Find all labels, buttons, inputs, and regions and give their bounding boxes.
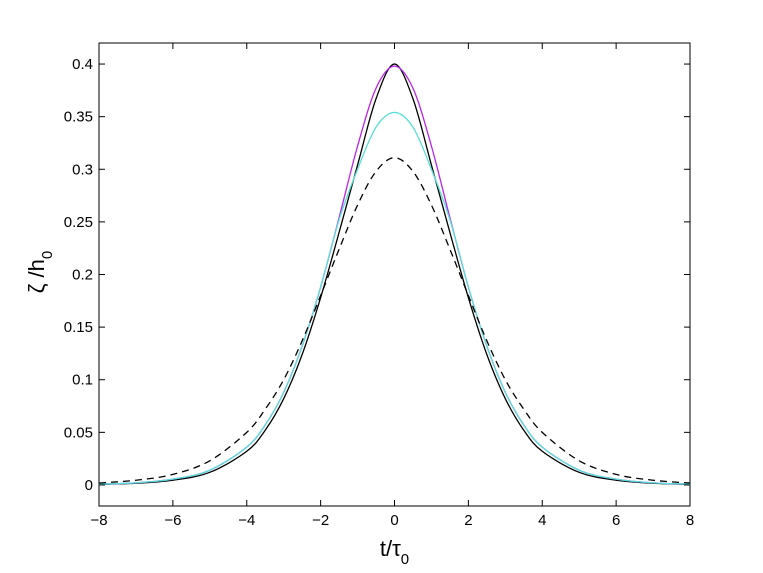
y-tick-label: 0.35: [64, 109, 93, 126]
x-tick-label: 2: [464, 512, 472, 529]
y-tick-label: 0: [85, 477, 93, 494]
x-tick-label: 8: [686, 512, 694, 529]
y-tick-label: 0.3: [72, 161, 93, 178]
x-tick-label: 4: [538, 512, 546, 529]
y-tick-label: 0.05: [64, 424, 93, 441]
x-axis-label: t/τ0: [380, 536, 409, 568]
x-tick-label: 0: [390, 512, 398, 529]
tick-layer: −8 −6 −4 −2 0 2 4 6 8 0 0.05 0.1 0.15 0.2 0.25 0.3 0.35 0…: [64, 43, 694, 529]
x-tick-label: −8: [90, 512, 107, 529]
y-tick-label: 0.4: [72, 56, 93, 73]
series-line-3: [98, 111, 691, 485]
plot-area: [98, 42, 691, 507]
x-tick-label: 6: [612, 512, 620, 529]
x-tick-label: −2: [312, 512, 329, 529]
x-tick-label: −4: [238, 512, 255, 529]
y-tick-label: 0.15: [64, 319, 93, 336]
y-tick-label: 0.25: [64, 214, 93, 231]
y-tick-label: 0.1: [72, 372, 93, 389]
series-line-4: [98, 157, 691, 484]
series-line-1: [98, 63, 691, 485]
x-tick-label: −6: [164, 512, 181, 529]
y-tick-label: 0.2: [72, 267, 93, 284]
y-axis-label: ζ /h0: [24, 251, 56, 294]
series-layer: [98, 63, 691, 485]
